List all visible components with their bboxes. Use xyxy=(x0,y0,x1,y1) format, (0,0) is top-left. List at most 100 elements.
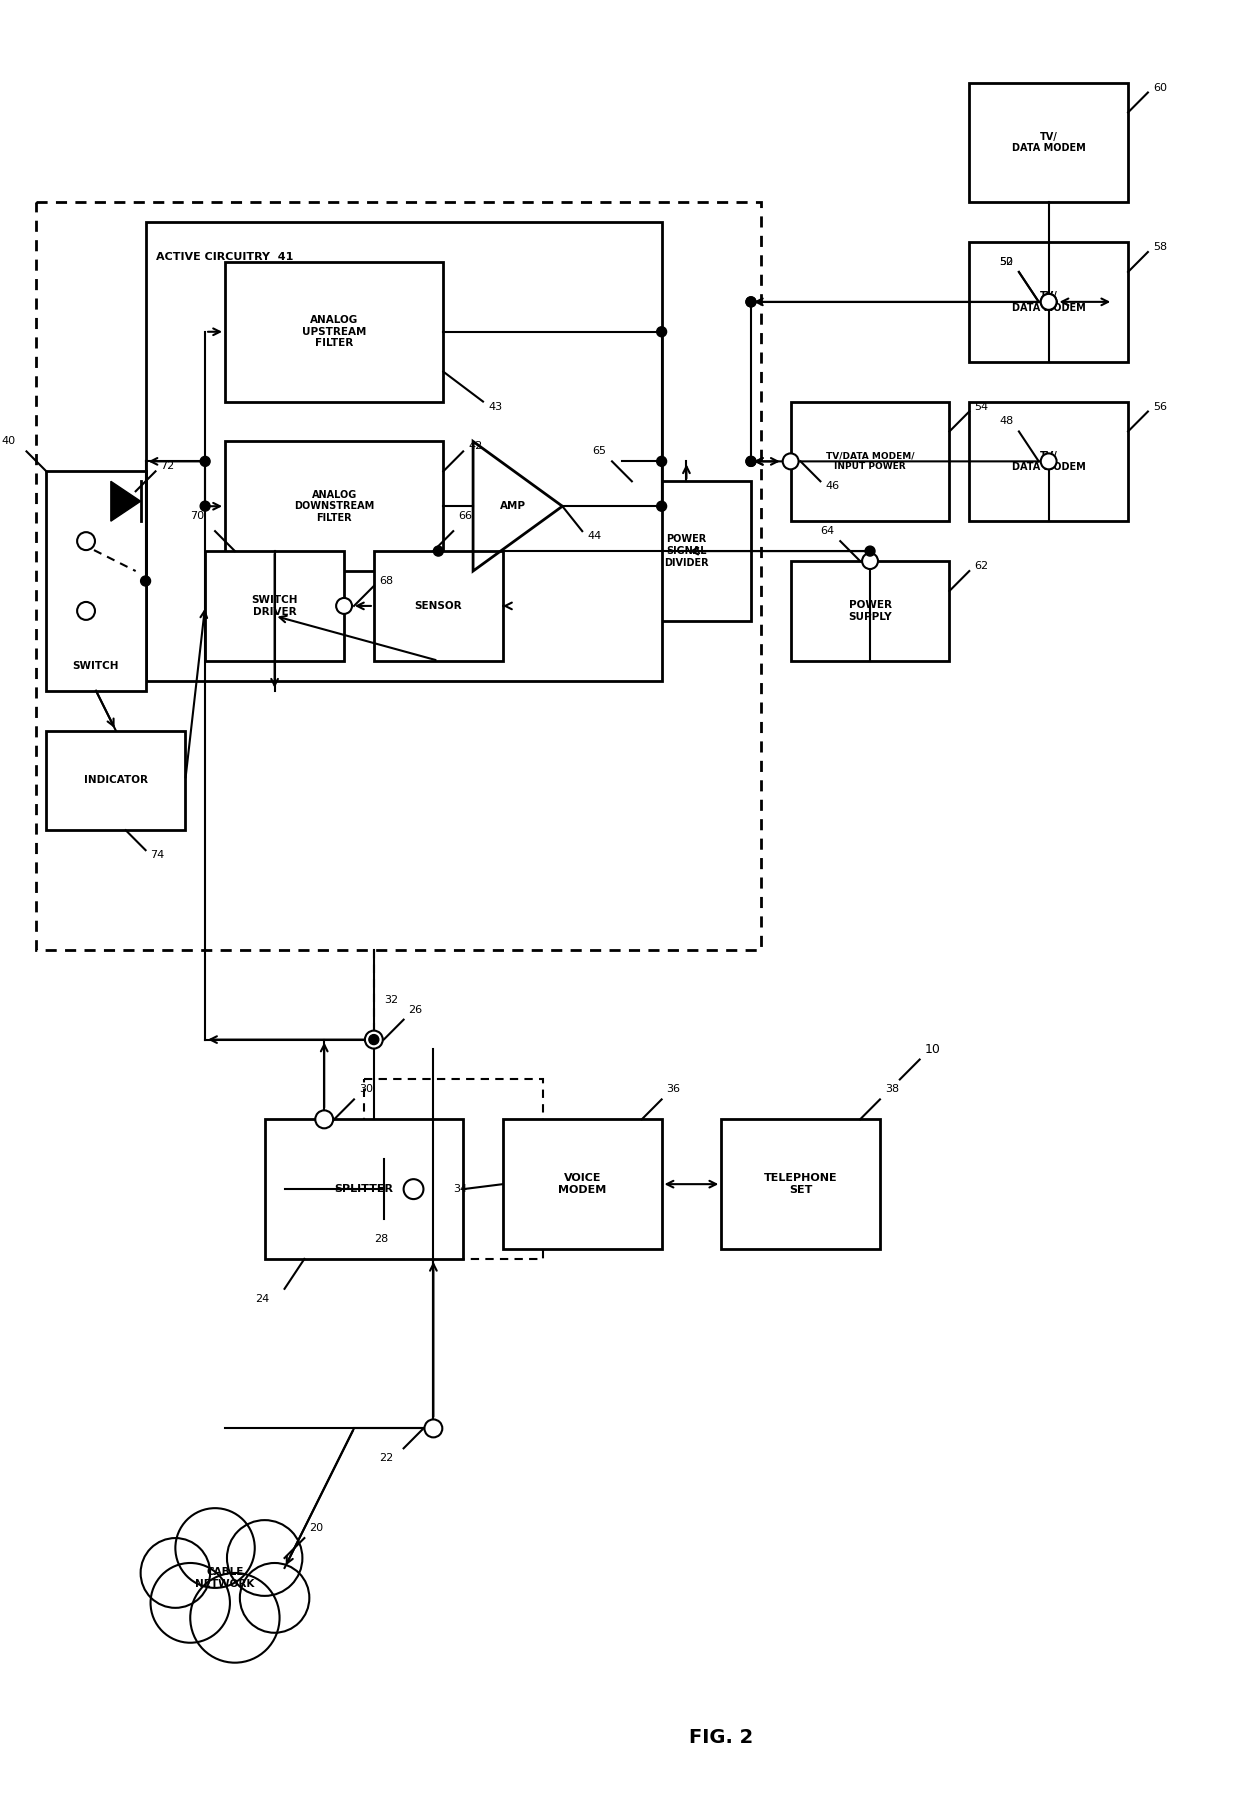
Text: SWITCH
DRIVER: SWITCH DRIVER xyxy=(252,595,298,617)
Bar xyxy=(205,551,343,660)
Text: POWER
SIGNAL
DIVIDER: POWER SIGNAL DIVIDER xyxy=(665,535,709,568)
Circle shape xyxy=(403,1179,423,1199)
Text: 10: 10 xyxy=(925,1043,940,1056)
Text: TV/DATA MODEM/
INPUT POWER: TV/DATA MODEM/ INPUT POWER xyxy=(826,452,914,472)
Text: 74: 74 xyxy=(150,851,165,860)
Circle shape xyxy=(862,553,878,570)
Circle shape xyxy=(746,297,756,307)
Circle shape xyxy=(140,577,150,586)
Bar xyxy=(224,261,444,401)
Text: 43: 43 xyxy=(489,401,502,412)
Circle shape xyxy=(200,457,210,466)
Circle shape xyxy=(140,1538,210,1607)
Bar xyxy=(970,401,1128,521)
Text: 60: 60 xyxy=(1153,82,1167,93)
Circle shape xyxy=(1040,294,1056,310)
Circle shape xyxy=(77,602,95,620)
Bar xyxy=(970,82,1128,201)
Text: FIG. 2: FIG. 2 xyxy=(689,1729,754,1747)
Text: AMP: AMP xyxy=(500,501,526,512)
Circle shape xyxy=(746,297,756,307)
Text: 38: 38 xyxy=(885,1085,899,1094)
Bar xyxy=(36,201,761,951)
Circle shape xyxy=(657,501,667,512)
Circle shape xyxy=(746,457,756,466)
Text: 24: 24 xyxy=(254,1293,269,1304)
Text: 54: 54 xyxy=(975,401,988,412)
Circle shape xyxy=(434,546,444,557)
Circle shape xyxy=(239,1564,309,1633)
Text: 72: 72 xyxy=(160,461,175,472)
Circle shape xyxy=(424,1419,443,1437)
Text: SWITCH: SWITCH xyxy=(73,660,119,671)
Text: INDICATOR: INDICATOR xyxy=(84,775,148,785)
Text: 36: 36 xyxy=(667,1085,681,1094)
Circle shape xyxy=(1040,294,1056,310)
Circle shape xyxy=(657,457,667,466)
Text: TELEPHONE
SET: TELEPHONE SET xyxy=(764,1174,837,1195)
Text: 30: 30 xyxy=(358,1085,373,1094)
Circle shape xyxy=(657,327,667,337)
Circle shape xyxy=(1040,454,1056,470)
Bar xyxy=(622,481,751,620)
Text: 28: 28 xyxy=(373,1234,388,1244)
Circle shape xyxy=(190,1573,279,1663)
Text: 34: 34 xyxy=(454,1185,467,1194)
Text: 64: 64 xyxy=(821,526,835,537)
Text: 56: 56 xyxy=(1153,401,1167,412)
Text: SENSOR: SENSOR xyxy=(414,600,463,611)
Bar xyxy=(970,241,1128,361)
Circle shape xyxy=(746,457,756,466)
Text: 48: 48 xyxy=(999,417,1013,426)
Text: 40: 40 xyxy=(1,437,16,446)
Text: SPLITTER: SPLITTER xyxy=(335,1185,393,1194)
Bar xyxy=(373,551,503,660)
Text: 65: 65 xyxy=(593,446,606,457)
Bar xyxy=(46,472,145,691)
Bar xyxy=(722,1119,880,1250)
Text: ACTIVE CIRCUITRY  41: ACTIVE CIRCUITRY 41 xyxy=(155,252,293,261)
Text: TV/
DATA MODEM: TV/ DATA MODEM xyxy=(1012,132,1085,152)
Circle shape xyxy=(200,501,210,512)
Bar xyxy=(363,1079,543,1259)
Polygon shape xyxy=(110,481,140,521)
Circle shape xyxy=(150,1564,229,1643)
Bar xyxy=(224,441,444,571)
Text: TV/
DATA MODEM: TV/ DATA MODEM xyxy=(1012,450,1085,472)
Text: 58: 58 xyxy=(1153,241,1167,252)
Circle shape xyxy=(782,454,799,470)
Text: 52: 52 xyxy=(999,258,1013,267)
Text: 44: 44 xyxy=(588,532,601,541)
Text: 50: 50 xyxy=(999,258,1013,267)
Text: ANALOG
DOWNSTREAM
FILTER: ANALOG DOWNSTREAM FILTER xyxy=(294,490,374,522)
Text: 66: 66 xyxy=(459,512,472,521)
Circle shape xyxy=(368,1034,378,1045)
Text: 70: 70 xyxy=(190,512,205,521)
Text: 62: 62 xyxy=(975,561,988,571)
Bar xyxy=(503,1119,662,1250)
Text: 32: 32 xyxy=(383,994,398,1005)
Bar xyxy=(145,221,662,680)
Text: CABLE
NETWORK: CABLE NETWORK xyxy=(195,1567,254,1589)
Circle shape xyxy=(336,599,352,613)
Text: 20: 20 xyxy=(309,1524,324,1533)
Circle shape xyxy=(227,1520,303,1596)
Bar xyxy=(46,731,185,831)
Text: 68: 68 xyxy=(378,577,393,586)
Text: 46: 46 xyxy=(826,481,839,492)
Text: VOICE
MODEM: VOICE MODEM xyxy=(558,1174,606,1195)
Bar xyxy=(264,1119,464,1259)
Text: TV/
DATA MODEM: TV/ DATA MODEM xyxy=(1012,290,1085,312)
Text: 22: 22 xyxy=(378,1453,393,1464)
Text: 42: 42 xyxy=(469,441,482,452)
Circle shape xyxy=(315,1110,334,1128)
Circle shape xyxy=(866,546,875,557)
Circle shape xyxy=(77,532,95,550)
Text: POWER
SUPPLY: POWER SUPPLY xyxy=(848,600,892,622)
Bar xyxy=(791,561,950,660)
Circle shape xyxy=(175,1507,254,1587)
Text: 26: 26 xyxy=(408,1005,423,1014)
Circle shape xyxy=(365,1030,383,1048)
Text: ANALOG
UPSTREAM
FILTER: ANALOG UPSTREAM FILTER xyxy=(303,316,366,348)
Bar xyxy=(791,401,950,521)
